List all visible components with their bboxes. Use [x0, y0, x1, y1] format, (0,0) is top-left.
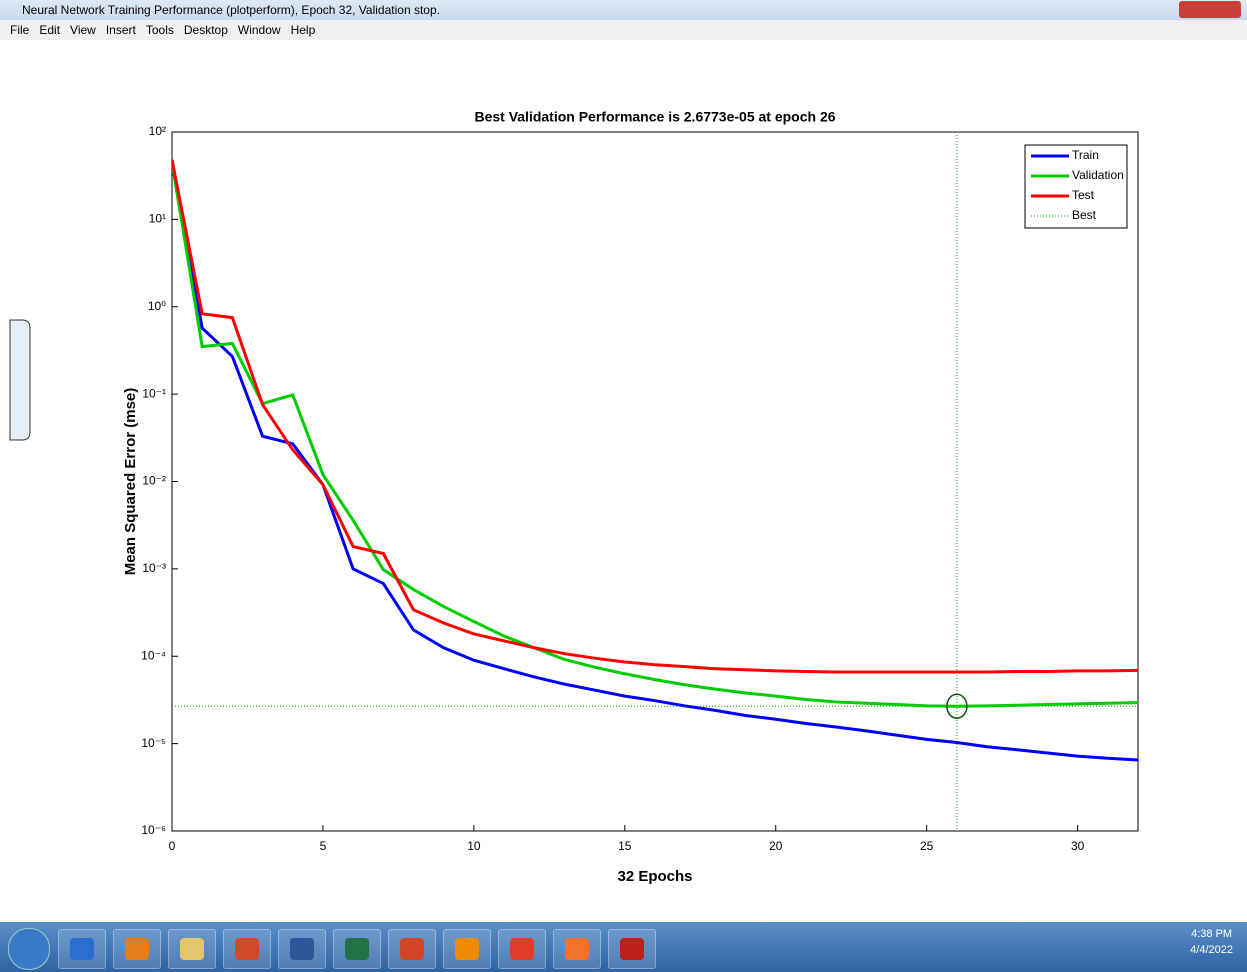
- date: 4/4/2022: [1190, 944, 1233, 956]
- y-tick-label: 10²: [149, 124, 166, 138]
- page: Neural Network Training Performance (plo…: [0, 0, 1247, 972]
- x-tick-label: 20: [769, 839, 783, 853]
- y-tick-label: 10⁻⁴: [141, 648, 166, 662]
- menu-item[interactable]: File: [10, 23, 29, 37]
- window-title: Neural Network Training Performance (plo…: [22, 3, 440, 17]
- menu-item[interactable]: Edit: [39, 23, 60, 37]
- legend-label: Best: [1072, 208, 1097, 222]
- start-button[interactable]: [8, 928, 50, 970]
- y-tick-label: 10⁻⁶: [141, 823, 166, 837]
- x-tick-label: 10: [467, 839, 481, 853]
- y-tick-label: 10⁻²: [142, 474, 166, 488]
- taskbar-icon[interactable]: [113, 929, 161, 969]
- x-tick-label: 15: [618, 839, 632, 853]
- y-tick-label: 10⁻¹: [142, 386, 166, 400]
- taskbar-icon[interactable]: [498, 929, 546, 969]
- title-bar: Neural Network Training Performance (plo…: [0, 0, 1247, 20]
- taskbar: 4:38 PM 4/4/2022: [0, 922, 1247, 972]
- taskbar-icon[interactable]: [553, 929, 601, 969]
- taskbar-icon[interactable]: [223, 929, 271, 969]
- x-tick-label: 0: [169, 839, 176, 853]
- clock: 4:38 PM 4/4/2022: [1190, 928, 1233, 956]
- taskbar-icon[interactable]: [278, 929, 326, 969]
- legend-label: Train: [1072, 148, 1099, 162]
- legend-label: Test: [1072, 188, 1095, 202]
- taskbar-icon[interactable]: [388, 929, 436, 969]
- y-tick-label: 10¹: [149, 212, 166, 226]
- legend-label: Validation: [1072, 168, 1124, 182]
- x-tick-label: 30: [1071, 839, 1085, 853]
- y-tick-label: 10⁻⁵: [141, 736, 166, 750]
- taskbar-icon[interactable]: [333, 929, 381, 969]
- x-tick-label: 5: [320, 839, 327, 853]
- menu-bar: File Edit View Insert Tools Desktop Window Help: [0, 20, 1247, 40]
- menu-item[interactable]: Tools: [146, 23, 174, 37]
- menu-item[interactable]: View: [70, 23, 96, 37]
- chart-title: Best Validation Performance is 2.6773e-0…: [474, 109, 835, 125]
- menu-item[interactable]: Help: [291, 23, 316, 37]
- chart: Best Validation Performance is 2.6773e-0…: [0, 40, 1247, 920]
- y-tick-label: 10⁻³: [142, 561, 166, 575]
- menu-item[interactable]: Insert: [106, 23, 136, 37]
- taskbar-icon[interactable]: [608, 929, 656, 969]
- side-tab[interactable]: [10, 320, 30, 440]
- x-tick-label: 25: [920, 839, 934, 853]
- taskbar-icon[interactable]: [58, 929, 106, 969]
- taskbar-icon[interactable]: [443, 929, 491, 969]
- menu-item[interactable]: Window: [238, 23, 281, 37]
- y-axis-label: Mean Squared Error (mse): [122, 388, 139, 576]
- time: 4:38 PM: [1190, 928, 1233, 940]
- y-tick-label: 10⁰: [148, 299, 166, 313]
- window-controls[interactable]: [1179, 1, 1241, 18]
- taskbar-icon[interactable]: [168, 929, 216, 969]
- menu-item[interactable]: Desktop: [184, 23, 228, 37]
- x-axis-label: 32 Epochs: [617, 868, 692, 885]
